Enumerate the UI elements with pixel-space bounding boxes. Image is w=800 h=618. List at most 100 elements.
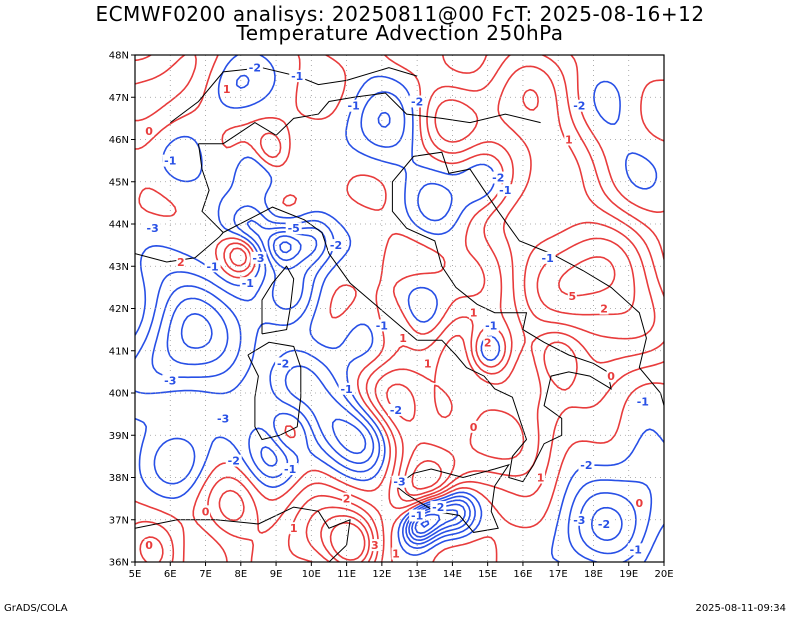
contour-label-bg [539,251,556,264]
lat-tick-label: 36N [109,558,129,569]
contour-label-bg [497,184,514,197]
lat-tick-label: 40N [109,389,129,400]
contour-level [180,235,459,538]
lat-tick-label: 39N [109,431,129,442]
lon-tick-label: 9E [270,569,283,580]
lon-tick-label: 10E [302,569,321,580]
contour-value-label: -1 [630,543,642,556]
contour-value-label: -1 [637,395,649,408]
lat-tick-label: 45N [109,177,129,188]
contour-level [166,231,623,541]
contour-label-bg [567,289,577,302]
contour-label-bg [289,70,306,83]
coastlines [135,67,664,562]
contour-value-label: -1 [411,510,423,523]
contour-value-label: -2 [492,172,504,185]
contour-value-label: 1 [424,357,432,370]
lon-tick-label: 19E [619,569,638,580]
contour-label-bg [391,547,401,560]
contour-value-label: -2 [411,95,423,108]
contour-value-label: -1 [206,260,218,273]
contour-label-bg [285,222,302,235]
contour-label-bg [571,99,588,112]
contour-value-label: -1 [340,383,352,396]
contour-label-bg [490,171,507,184]
contour-value-label: 0 [145,539,153,552]
lat-tick-label: 47N [109,93,129,104]
contour-label-bg [599,302,609,315]
lon-tick-label: 6E [164,569,177,580]
contour-value-label: 2 [343,493,351,506]
lat-tick-label: 37N [109,515,129,526]
contour-value-label: -1 [284,463,296,476]
coastline-segment [247,341,302,441]
axis-labels: 48N47N46N45N44N43N42N41N40N39N38N37N36N5… [109,51,674,581]
contour-level [305,88,656,562]
contour-value-label: 1 [565,134,573,147]
contour-level [420,520,430,528]
contour-field [135,55,664,562]
map-subtitle: Temperature Advection 250hPa [236,21,564,45]
lon-tick-label: 14E [443,569,462,580]
contour-label-bg [225,454,242,467]
contour-value-label: -3 [147,222,159,235]
contour-label-bg [246,61,263,74]
axis-ticks [131,54,665,566]
lat-tick-label: 41N [109,346,129,357]
coastline-segment [198,143,224,233]
contour-value-label: 5 [568,290,576,303]
contour-label-bg [398,332,408,345]
contour-label-bg [345,99,362,112]
contour-label-bg [342,492,352,505]
contour-value-label: -1 [164,155,176,168]
contour-value-label: 1 [399,332,407,345]
contour-value-label: -2 [228,455,240,468]
contour-label-bg [370,539,380,552]
render-timestamp: 2025-08-11-09:34 [695,603,786,614]
contour-value-label: 2 [177,256,185,269]
lat-tick-label: 42N [109,304,129,315]
lat-tick-label: 46N [109,135,129,146]
contour-value-label: -5 [288,222,300,235]
contour-label-bg [144,125,154,138]
contour-value-label: 0 [607,370,615,383]
contour-value-label: 0 [202,505,210,518]
lon-tick-label: 16E [513,569,532,580]
contour-level [135,55,664,562]
contour-value-label: -1 [291,70,303,83]
lon-tick-label: 11E [337,569,356,580]
contour-value-label: -2 [432,501,444,514]
contour-label-bg [634,395,651,408]
contour-label-bg [571,513,588,526]
lon-tick-label: 18E [584,569,603,580]
contour-value-label: -2 [573,100,585,113]
contour-labels: 1-2-1-10-1-2-2-1-3 -52 -3-1-2-11-1-2-3-3-1… [144,61,651,561]
contour-label-bg [144,222,161,235]
lat-tick-label: 38N [109,473,129,484]
contour-value-label: -2 [580,459,592,472]
contour-value-label: -2 [598,518,610,531]
contour-label-bg [162,374,179,387]
contour-label-bg [483,319,500,332]
lat-tick-label: 43N [109,262,129,273]
contour-label-bg [338,382,355,395]
contour-label-bg [564,133,574,146]
lon-tick-label: 20E [654,569,673,580]
contour-value-label: 1 [290,522,298,535]
contour-value-label: 2 [600,303,608,316]
contour-value-label: 0 [635,497,643,510]
contour-label-bg [409,95,426,108]
lon-tick-label: 12E [372,569,391,580]
contour-value-label: -1 [542,252,554,265]
contour-label-bg [250,251,267,264]
contour-value-label: -3 [573,514,585,527]
contour-label-bg [201,505,211,518]
contour-label-bg [275,357,292,370]
coastline-segment [135,232,224,263]
contour-label-bg [634,496,644,509]
contour-label-bg [289,522,299,535]
contour-label-bg [423,357,433,370]
coastline-segment [135,519,259,529]
contour-value-label: -3 [164,374,176,387]
